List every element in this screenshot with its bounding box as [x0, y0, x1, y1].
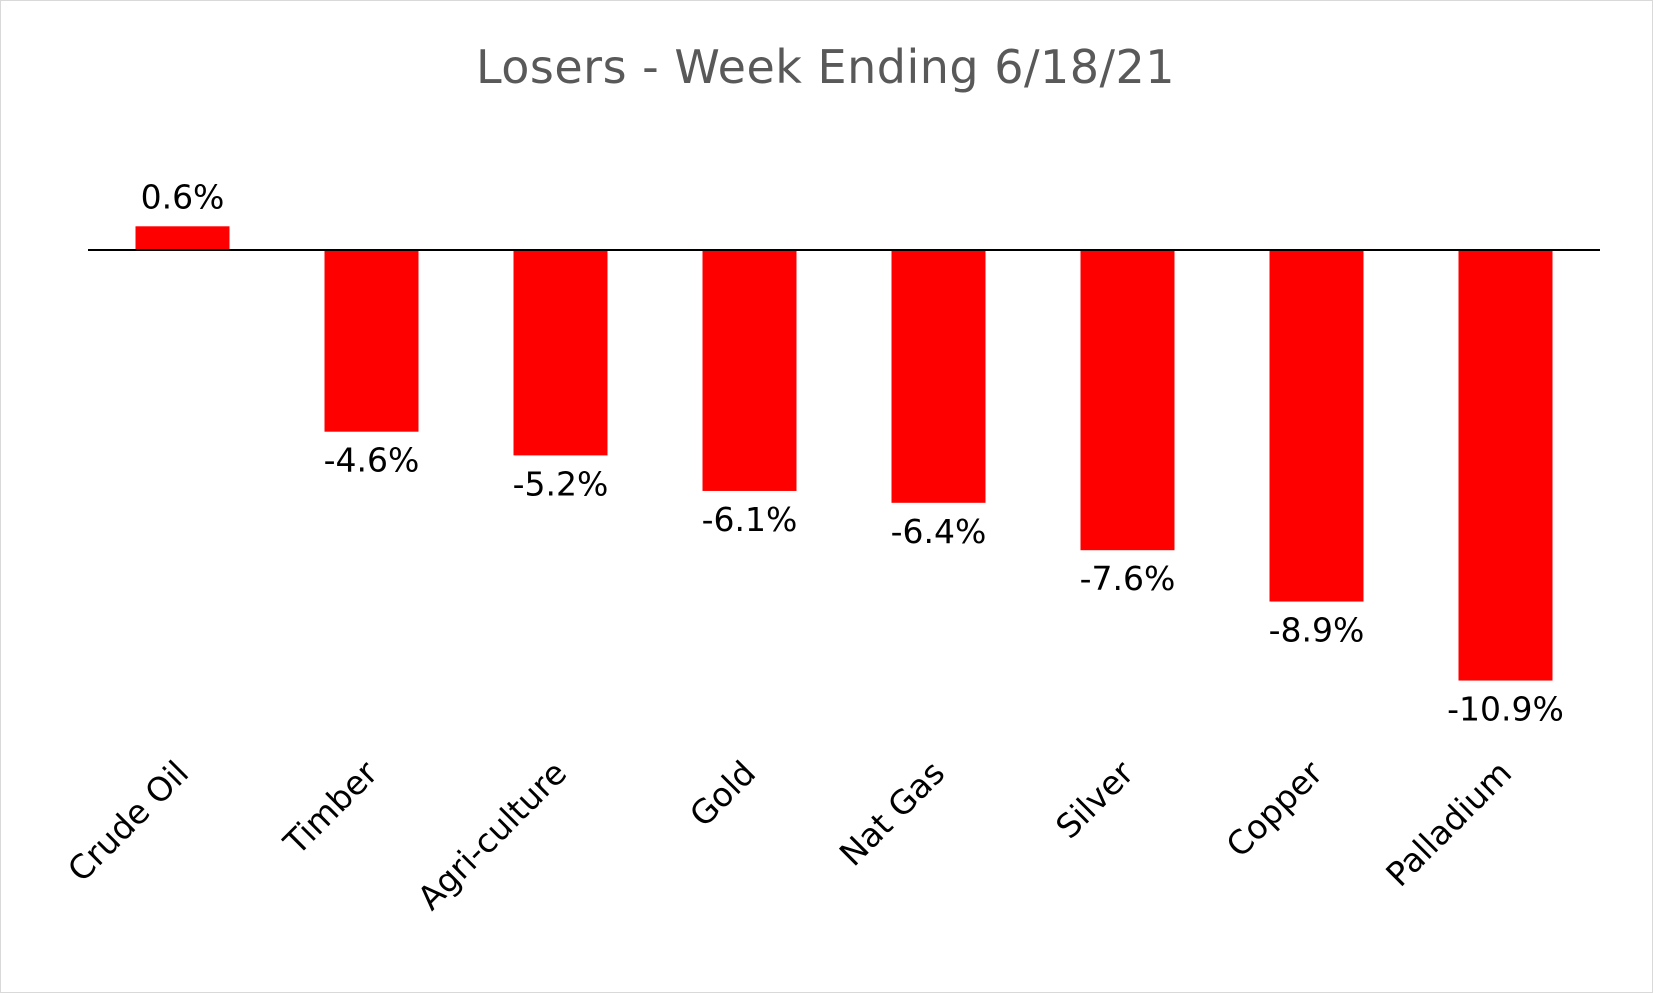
category-label-palladium: Palladium	[1378, 753, 1519, 894]
bar-nat-gas	[891, 250, 986, 503]
data-label-agri-culture: -5.2%	[513, 464, 609, 503]
data-label-silver: -7.6%	[1080, 559, 1176, 598]
bar-silver	[1080, 250, 1175, 551]
category-label-gold: Gold	[682, 753, 763, 834]
data-label-gold: -6.1%	[702, 500, 798, 539]
bar-gold	[702, 250, 797, 491]
category-label-nat-gas: Nat Gas	[832, 753, 952, 873]
category-label-copper: Copper	[1218, 753, 1330, 865]
category-label-timber: Timber	[275, 753, 385, 863]
category-labels-group: Crude Oil Timber Agri-culture Gold Nat Gas Si…	[60, 753, 1519, 918]
category-label-agri-culture: Agri-culture	[410, 753, 574, 917]
data-label-timber: -4.6%	[324, 441, 420, 480]
data-label-palladium: -10.9%	[1447, 690, 1564, 729]
bar-palladium	[1458, 250, 1553, 681]
bar-agri-culture	[513, 250, 608, 456]
data-labels-group: 0.6% -4.6% -5.2% -6.1% -6.4% -7.6% -8.9% -10.9%	[141, 177, 1564, 728]
bar-crude-oil	[135, 226, 230, 250]
bar-copper	[1269, 250, 1364, 602]
category-label-silver: Silver	[1048, 753, 1141, 846]
category-label-crude-oil: Crude Oil	[60, 753, 196, 889]
bar-timber	[324, 250, 419, 432]
data-label-copper: -8.9%	[1269, 611, 1365, 650]
bars-group	[135, 226, 1553, 681]
chart-title: Losers - Week Ending 6/18/21	[475, 40, 1176, 94]
data-label-crude-oil: 0.6%	[141, 177, 225, 216]
data-label-nat-gas: -6.4%	[891, 512, 987, 551]
